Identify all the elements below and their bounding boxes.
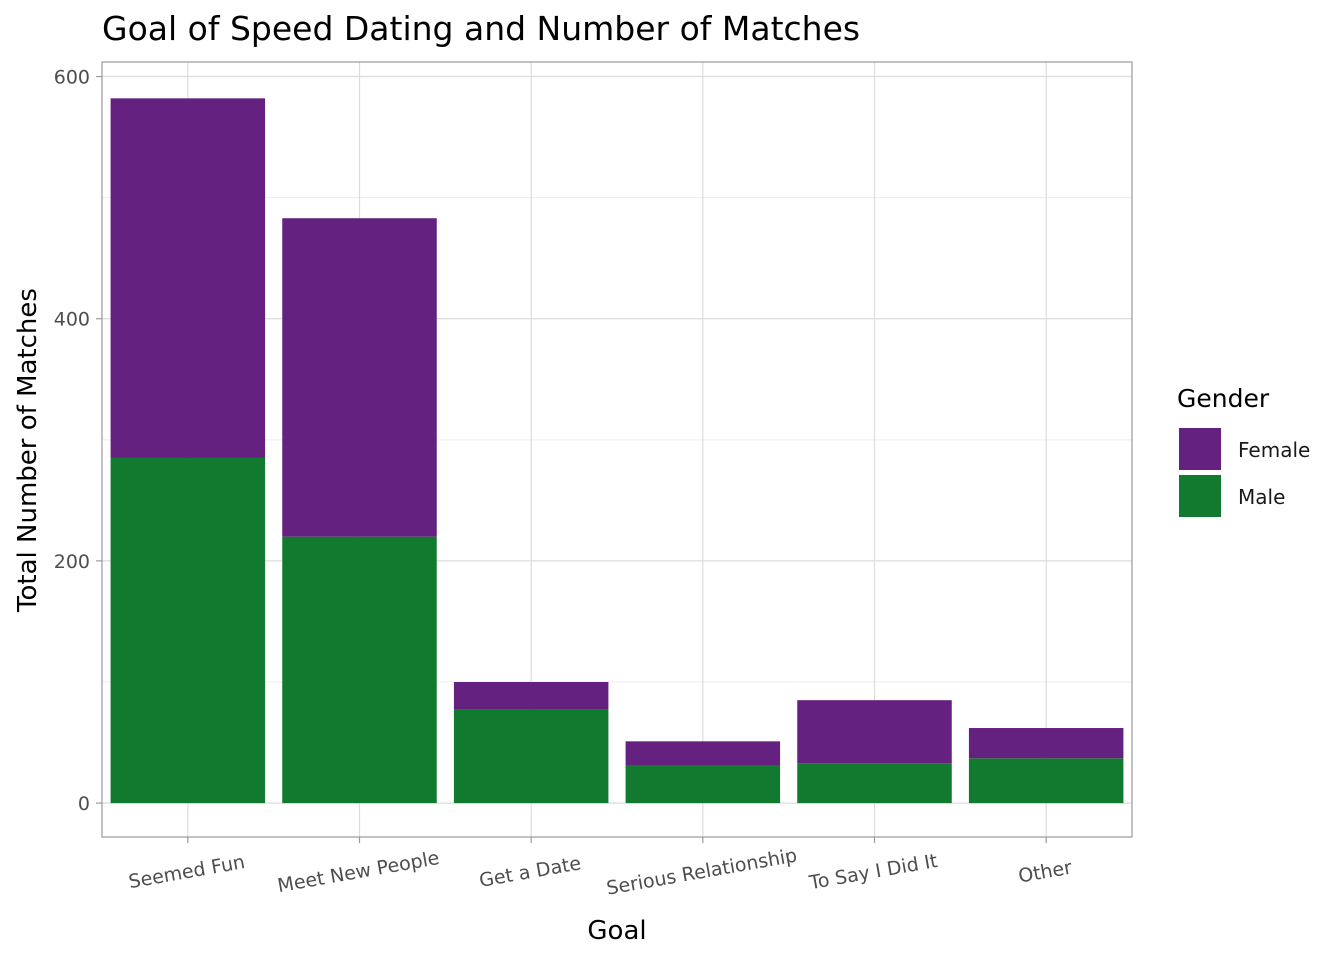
x-axis-ticks: Seemed Fun Meet New People Get a Date Serio…: [127, 837, 1074, 900]
x-tick-label: Get a Date: [477, 852, 582, 892]
y-tick-label: 0: [78, 793, 90, 815]
bar-female-to-say-i-did-it: [797, 700, 952, 764]
chart-title: Goal of Speed Dating and Number of Match…: [102, 9, 860, 48]
y-tick-label: 400: [54, 309, 90, 331]
legend-label-male: Male: [1238, 485, 1285, 509]
bar-female-meet-new-people: [282, 218, 437, 537]
bar-female-other: [968, 728, 1124, 759]
y-axis-title: Total Number of Matches: [13, 288, 43, 613]
x-tick-label: Seemed Fun: [127, 851, 247, 893]
bar-female-serious-relationship: [625, 741, 781, 766]
bar-male-other: [968, 758, 1124, 804]
bar-female-seemed-fun: [110, 98, 266, 458]
y-tick-label: 200: [54, 551, 90, 573]
bar-male-to-say-i-did-it: [797, 763, 952, 804]
x-tick-label: Meet New People: [276, 847, 441, 897]
legend-title: Gender: [1177, 384, 1270, 413]
bar-female-get-a-date: [453, 682, 609, 710]
bar-male-meet-new-people: [282, 536, 437, 804]
y-tick-label: 600: [54, 67, 90, 89]
legend: Gender Female Male: [1177, 384, 1310, 517]
y-axis-ticks: 0 200 400 600: [54, 67, 102, 815]
legend-key-female: [1179, 428, 1221, 470]
bar-male-seemed-fun: [110, 457, 266, 804]
legend-label-female: Female: [1238, 438, 1310, 462]
x-tick-label: Other: [1017, 857, 1074, 888]
x-tick-label: Serious Relationship: [605, 844, 799, 899]
x-tick-label: To Say I Did It: [807, 850, 940, 894]
bars: [110, 98, 1124, 804]
plot-border: [101, 61, 1133, 838]
legend-key-male: [1179, 475, 1221, 517]
bar-male-get-a-date: [453, 709, 609, 804]
bar-male-serious-relationship: [625, 765, 781, 804]
x-axis-title: Goal: [587, 916, 646, 946]
